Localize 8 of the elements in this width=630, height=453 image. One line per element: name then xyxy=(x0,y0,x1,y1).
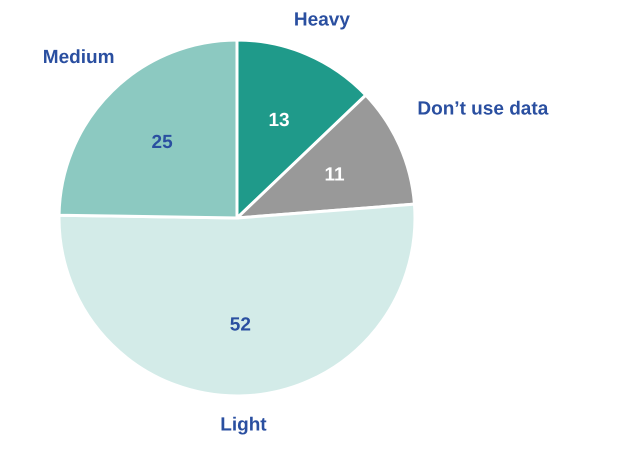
slice-label: Light xyxy=(220,414,268,436)
slice-label: Heavy xyxy=(294,10,350,31)
data-label: 52 xyxy=(230,314,251,336)
data-label: 11 xyxy=(324,164,345,186)
slice-label: Don’t use data xyxy=(417,98,549,120)
slice-label: Medium xyxy=(42,47,115,68)
data-label: 25 xyxy=(152,132,174,153)
data-label: 13 xyxy=(268,110,290,131)
